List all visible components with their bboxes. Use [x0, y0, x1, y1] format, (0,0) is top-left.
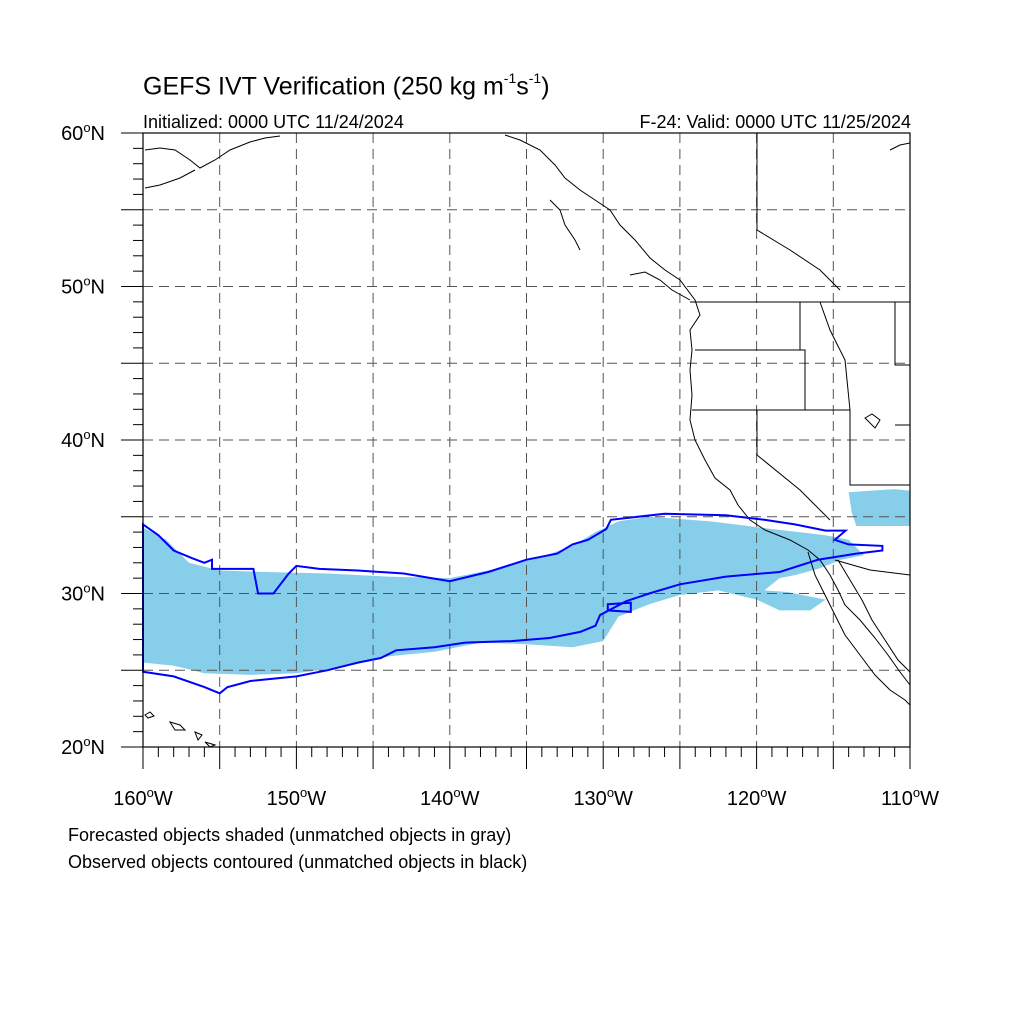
axis-labels-layer: 60oN 50oN 40oN 30oN 20oN 160oW 150oW 140oW 130oW…	[61, 120, 939, 810]
hawaii-1	[144, 711, 155, 719]
observed-object-hole	[606, 601, 632, 613]
coastline-baja	[807, 551, 911, 706]
map-title: GEFS IVT Verification (250 kg m-1s-1)	[143, 70, 550, 101]
x-tick-label: 160oW	[113, 785, 173, 810]
alaska-coast-2	[144, 169, 196, 189]
y-tick-label: 20oN	[61, 734, 105, 759]
coastline-layer	[144, 133, 911, 748]
x-tick-label: 110oW	[881, 785, 939, 810]
coastline-north-america	[504, 134, 911, 686]
lake-tahoe	[864, 413, 881, 429]
forecast-object-main	[143, 516, 864, 675]
coastline-hudson	[889, 142, 911, 151]
islands-bc	[549, 199, 691, 301]
observed-object-contour	[142, 512, 884, 695]
state-border-id	[799, 301, 851, 411]
legend-observed-note: Observed objects contoured (unmatched ob…	[68, 852, 528, 872]
state-border-az-mexico	[834, 559, 911, 576]
state-border-ca-nv	[756, 410, 831, 521]
state-border-mt	[894, 302, 910, 366]
x-tick-label: 140oW	[420, 785, 480, 810]
valid-time-label: F-24: Valid: 0000 UTC 11/25/2024	[639, 112, 912, 132]
state-border-wa-or	[695, 349, 806, 410]
gridlines-layer	[143, 133, 910, 747]
gulf-california	[837, 559, 911, 673]
map-frame-layer	[121, 132, 911, 769]
x-tick-label: 120oW	[727, 785, 787, 810]
state-border-nv-az	[849, 410, 910, 486]
hawaii-4	[204, 741, 217, 748]
observed-objects-layer	[142, 512, 884, 695]
y-tick-label: 30oN	[61, 581, 105, 606]
canada-border-west	[756, 133, 841, 291]
forecast-object-east	[848, 489, 910, 526]
alaska-coast	[144, 135, 281, 169]
hawaii-3	[194, 731, 203, 741]
x-tick-label: 130oW	[573, 785, 633, 810]
y-tick-label: 60oN	[61, 120, 105, 145]
y-tick-label: 50oN	[61, 274, 105, 299]
y-tick-label: 40oN	[61, 427, 105, 452]
x-tick-label: 150oW	[267, 785, 327, 810]
hawaii-2	[168, 721, 187, 731]
initialized-label: Initialized: 0000 UTC 11/24/2024	[143, 112, 404, 132]
legend-forecast-note: Forecasted objects shaded (unmatched obj…	[68, 825, 512, 845]
